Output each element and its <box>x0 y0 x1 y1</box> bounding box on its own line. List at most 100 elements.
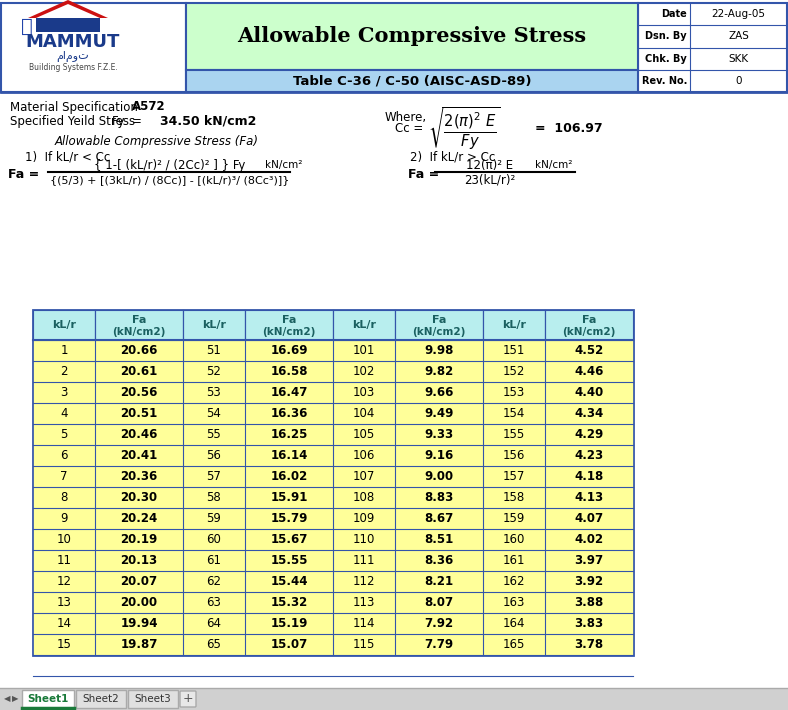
Text: 4.34: 4.34 <box>574 407 604 420</box>
FancyBboxPatch shape <box>333 403 395 424</box>
Text: 16.25: 16.25 <box>270 428 307 441</box>
Text: 16.02: 16.02 <box>270 470 307 483</box>
Text: 152: 152 <box>503 365 525 378</box>
FancyBboxPatch shape <box>545 529 633 550</box>
FancyBboxPatch shape <box>183 445 245 466</box>
FancyBboxPatch shape <box>33 634 95 655</box>
FancyBboxPatch shape <box>483 445 545 466</box>
Text: 64: 64 <box>206 617 221 630</box>
Text: 15: 15 <box>57 638 72 651</box>
FancyBboxPatch shape <box>333 310 395 340</box>
Text: 165: 165 <box>503 638 525 651</box>
FancyBboxPatch shape <box>1 3 186 92</box>
Text: 13: 13 <box>57 596 72 609</box>
FancyBboxPatch shape <box>395 382 483 403</box>
Text: 63: 63 <box>206 596 221 609</box>
Text: 102: 102 <box>353 365 375 378</box>
Text: 51: 51 <box>206 344 221 357</box>
FancyBboxPatch shape <box>33 466 95 487</box>
Text: 20.56: 20.56 <box>121 386 158 399</box>
FancyBboxPatch shape <box>95 310 183 340</box>
Text: ZAS: ZAS <box>728 31 749 41</box>
Text: Dsn. By: Dsn. By <box>645 31 687 41</box>
Text: 9: 9 <box>60 512 68 525</box>
Text: 11: 11 <box>57 554 72 567</box>
FancyBboxPatch shape <box>186 70 638 92</box>
Text: (kN/cm2): (kN/cm2) <box>262 327 316 337</box>
FancyBboxPatch shape <box>245 445 333 466</box>
FancyBboxPatch shape <box>333 424 395 445</box>
FancyBboxPatch shape <box>33 310 95 340</box>
Text: 8.36: 8.36 <box>425 554 454 567</box>
Text: Fa: Fa <box>432 315 446 324</box>
FancyBboxPatch shape <box>333 361 395 382</box>
Text: 3.83: 3.83 <box>574 617 604 630</box>
FancyBboxPatch shape <box>545 403 633 424</box>
Text: 34.50 kN/cm2: 34.50 kN/cm2 <box>160 114 256 128</box>
Text: 20.00: 20.00 <box>121 596 158 609</box>
Text: 15.67: 15.67 <box>270 533 307 546</box>
Text: Chk. By: Chk. By <box>645 54 687 64</box>
FancyBboxPatch shape <box>95 571 183 592</box>
FancyBboxPatch shape <box>245 382 333 403</box>
Text: 23(kL/r)²: 23(kL/r)² <box>464 173 515 187</box>
FancyBboxPatch shape <box>333 613 395 634</box>
Text: 107: 107 <box>353 470 375 483</box>
FancyBboxPatch shape <box>483 310 545 340</box>
FancyBboxPatch shape <box>33 424 95 445</box>
FancyBboxPatch shape <box>333 382 395 403</box>
Text: +: + <box>183 692 193 706</box>
Text: 20.66: 20.66 <box>121 344 158 357</box>
Text: 164: 164 <box>503 617 526 630</box>
Text: $\sqrt{\dfrac{2(\pi)^2\ E}{Fy}}$: $\sqrt{\dfrac{2(\pi)^2\ E}{Fy}}$ <box>428 106 500 152</box>
Text: 52: 52 <box>206 365 221 378</box>
Text: 2: 2 <box>60 365 68 378</box>
Text: 60: 60 <box>206 533 221 546</box>
FancyBboxPatch shape <box>183 382 245 403</box>
FancyBboxPatch shape <box>483 550 545 571</box>
Text: 🏠: 🏠 <box>21 16 33 36</box>
FancyBboxPatch shape <box>395 613 483 634</box>
FancyBboxPatch shape <box>483 634 545 655</box>
Text: Sheet3: Sheet3 <box>135 694 171 704</box>
FancyBboxPatch shape <box>95 613 183 634</box>
Text: SKK: SKK <box>728 54 749 64</box>
FancyBboxPatch shape <box>183 571 245 592</box>
FancyBboxPatch shape <box>333 508 395 529</box>
FancyBboxPatch shape <box>95 403 183 424</box>
Text: 115: 115 <box>353 638 375 651</box>
Text: 4: 4 <box>60 407 68 420</box>
FancyBboxPatch shape <box>76 690 126 708</box>
FancyBboxPatch shape <box>95 529 183 550</box>
Text: 8.83: 8.83 <box>425 491 454 504</box>
Text: 109: 109 <box>353 512 375 525</box>
FancyBboxPatch shape <box>395 550 483 571</box>
Text: kL/r: kL/r <box>352 320 376 330</box>
Text: 4.02: 4.02 <box>574 533 604 546</box>
Text: 19.87: 19.87 <box>121 638 158 651</box>
Text: 8.51: 8.51 <box>425 533 454 546</box>
Text: (kN/cm2): (kN/cm2) <box>412 327 466 337</box>
FancyBboxPatch shape <box>180 691 196 707</box>
Text: 163: 163 <box>503 596 525 609</box>
Text: 4.18: 4.18 <box>574 470 604 483</box>
FancyBboxPatch shape <box>545 571 633 592</box>
Text: (kN/cm2): (kN/cm2) <box>563 327 615 337</box>
Text: 2)  If kL/r > Cc: 2) If kL/r > Cc <box>410 151 495 163</box>
Text: 162: 162 <box>503 575 526 588</box>
Text: 12(π)² E: 12(π)² E <box>466 158 514 172</box>
FancyBboxPatch shape <box>245 340 333 361</box>
Text: 3: 3 <box>61 386 68 399</box>
FancyBboxPatch shape <box>183 361 245 382</box>
FancyBboxPatch shape <box>183 613 245 634</box>
Text: 8.67: 8.67 <box>425 512 454 525</box>
Text: 15.79: 15.79 <box>270 512 307 525</box>
Text: 1: 1 <box>60 344 68 357</box>
Text: 8: 8 <box>61 491 68 504</box>
Text: 101: 101 <box>353 344 375 357</box>
FancyBboxPatch shape <box>33 487 95 508</box>
Text: 154: 154 <box>503 407 525 420</box>
FancyBboxPatch shape <box>545 550 633 571</box>
Text: Specified Yeild Stress: Specified Yeild Stress <box>10 114 135 128</box>
FancyBboxPatch shape <box>33 445 95 466</box>
